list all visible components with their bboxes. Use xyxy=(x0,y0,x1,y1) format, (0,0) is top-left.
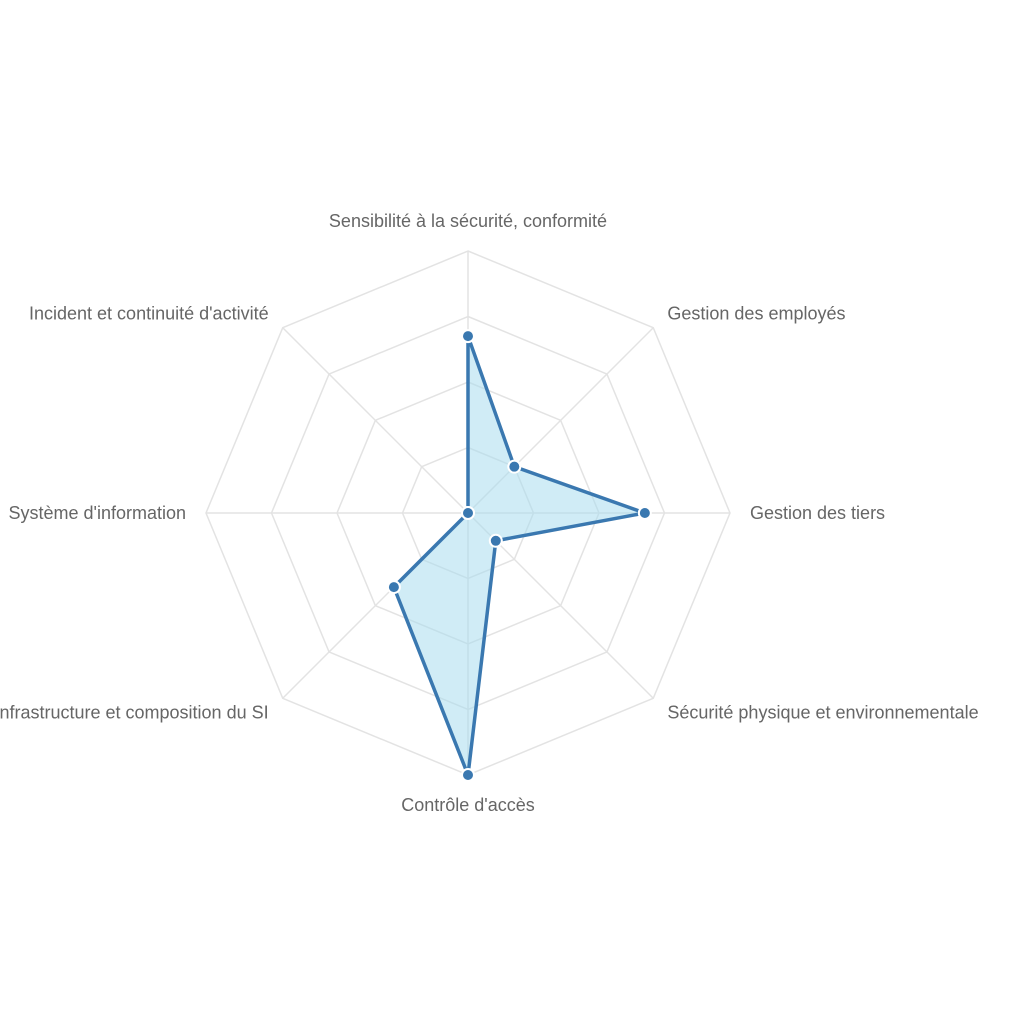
data-point-1[interactable] xyxy=(461,329,475,344)
axis-label-3: Gestion des tiers xyxy=(750,503,885,523)
data-point-2[interactable] xyxy=(507,459,522,474)
series-area-1 xyxy=(391,335,652,776)
axis-label-8: Incident et continuité d'activité xyxy=(29,304,269,324)
radar-series xyxy=(391,335,652,776)
data-point-4[interactable] xyxy=(488,533,503,548)
data-point-6[interactable] xyxy=(386,580,401,595)
axis-label-6: Infrastructure et composition du SI xyxy=(0,702,269,722)
radar-points xyxy=(386,329,652,782)
data-point-3[interactable] xyxy=(637,506,652,520)
radar-axis-labels: Sensibilité à la sécurité, conformité Ges… xyxy=(0,211,979,815)
axis-label-5: Contrôle d'accès xyxy=(401,795,535,815)
axis-label-1: Sensibilité à la sécurité, conformité xyxy=(329,211,607,231)
data-point-5[interactable] xyxy=(461,768,475,782)
axis-label-7: Système d'information xyxy=(8,503,186,523)
spoke-8 xyxy=(282,327,469,514)
data-point-8[interactable] xyxy=(461,506,475,520)
axis-label-4: Sécurité physique et environnementale xyxy=(667,702,978,722)
axis-label-2: Gestion des employés xyxy=(667,304,845,324)
